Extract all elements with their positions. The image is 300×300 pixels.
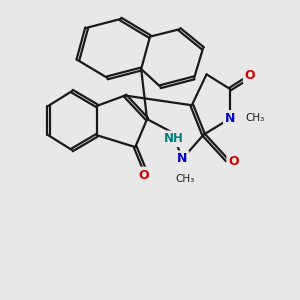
Text: CH₃: CH₃ (175, 174, 194, 184)
Text: O: O (139, 169, 149, 182)
Text: CH₃: CH₃ (245, 113, 265, 123)
Text: N: N (177, 152, 188, 165)
Text: O: O (228, 155, 239, 168)
Text: NH: NH (164, 132, 184, 145)
Text: O: O (245, 69, 255, 82)
Text: N: N (225, 112, 235, 125)
